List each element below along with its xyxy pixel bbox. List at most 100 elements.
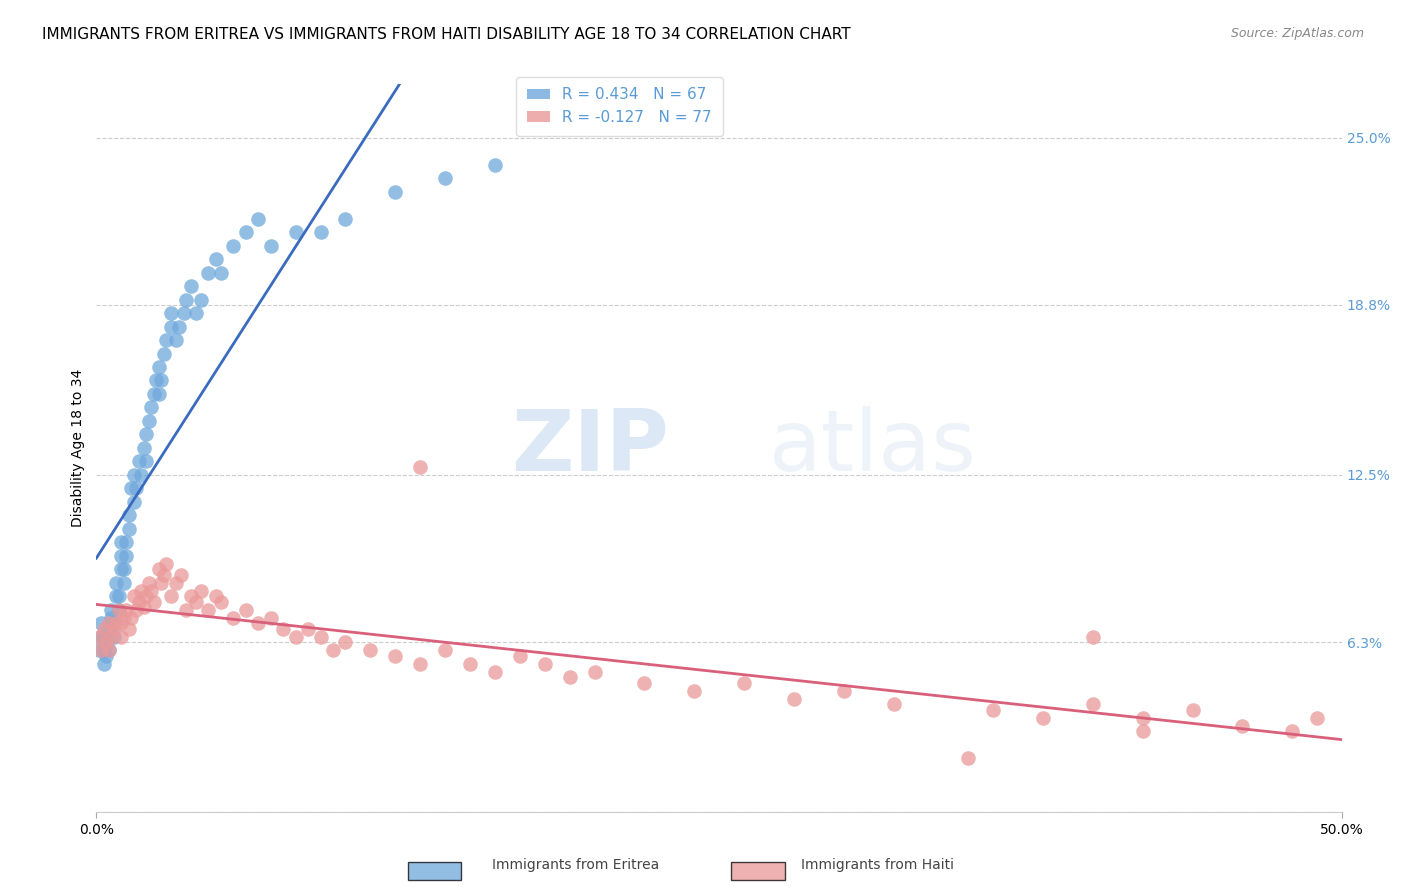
Point	[150, 576, 173, 591]
Point	[322, 643, 344, 657]
Point	[129, 584, 152, 599]
Point	[100, 603, 122, 617]
Point	[145, 374, 167, 388]
Point	[93, 622, 115, 636]
Point	[209, 595, 232, 609]
Point	[122, 467, 145, 482]
Legend:  R = 0.434   N = 67,  R = -0.127   N = 77: R = 0.434 N = 67, R = -0.127 N = 77	[516, 77, 723, 136]
Point	[105, 576, 128, 591]
Point	[981, 703, 1004, 717]
Point	[297, 622, 319, 636]
Point	[190, 293, 212, 307]
Point	[100, 611, 122, 625]
Point	[155, 333, 177, 347]
Point	[107, 603, 129, 617]
Point	[141, 584, 163, 599]
Point	[103, 622, 125, 636]
Point	[190, 584, 212, 599]
Point	[97, 643, 120, 657]
Point	[148, 359, 170, 374]
Point	[1132, 724, 1154, 739]
Point	[132, 600, 155, 615]
Point	[97, 616, 120, 631]
Point	[174, 603, 197, 617]
Point	[120, 482, 142, 496]
Point	[90, 643, 112, 657]
Point	[112, 576, 135, 591]
Point	[1081, 630, 1104, 644]
Point	[93, 630, 115, 644]
Point	[97, 622, 120, 636]
Point	[118, 508, 141, 523]
Point	[125, 603, 148, 617]
Point	[1032, 711, 1054, 725]
Point	[138, 414, 160, 428]
Point	[1281, 724, 1303, 739]
Point	[148, 387, 170, 401]
Point	[1306, 711, 1329, 725]
Point	[135, 590, 157, 604]
Point	[118, 522, 141, 536]
Point	[184, 306, 207, 320]
Point	[105, 590, 128, 604]
Text: atlas: atlas	[769, 407, 977, 490]
Point	[128, 454, 150, 468]
Text: ZIP: ZIP	[512, 407, 669, 490]
Point	[247, 616, 270, 631]
Point	[142, 595, 165, 609]
Point	[335, 635, 357, 649]
Point	[112, 611, 135, 625]
Point	[115, 535, 138, 549]
Point	[110, 630, 132, 644]
Point	[260, 238, 283, 252]
Point	[138, 576, 160, 591]
Point	[484, 157, 506, 171]
Point	[110, 616, 132, 631]
Point	[150, 374, 173, 388]
Point	[284, 225, 307, 239]
Point	[110, 549, 132, 563]
Point	[733, 676, 755, 690]
Point	[484, 665, 506, 679]
Point	[103, 616, 125, 631]
Point	[141, 401, 163, 415]
Point	[683, 684, 706, 698]
Point	[105, 616, 128, 631]
Point	[235, 225, 257, 239]
Point	[957, 751, 980, 765]
Point	[173, 306, 195, 320]
Point	[783, 692, 806, 706]
Point	[180, 279, 202, 293]
Text: Source: ZipAtlas.com: Source: ZipAtlas.com	[1230, 27, 1364, 40]
Point	[115, 549, 138, 563]
Y-axis label: Disability Age 18 to 34: Disability Age 18 to 34	[72, 369, 86, 527]
Point	[1181, 703, 1204, 717]
Point	[93, 643, 115, 657]
Point	[142, 387, 165, 401]
Point	[335, 211, 357, 226]
Point	[115, 603, 138, 617]
Point	[409, 459, 432, 474]
Point	[384, 648, 406, 663]
Point	[96, 635, 118, 649]
Point	[87, 630, 110, 644]
Point	[97, 643, 120, 657]
Point	[152, 346, 174, 360]
Point	[359, 643, 381, 657]
Point	[129, 467, 152, 482]
Point	[148, 562, 170, 576]
Point	[174, 293, 197, 307]
Point	[409, 657, 432, 671]
Point	[1132, 711, 1154, 725]
Point	[93, 657, 115, 671]
Point	[184, 595, 207, 609]
Point	[1232, 719, 1254, 733]
Point	[155, 557, 177, 571]
Point	[583, 665, 606, 679]
Point	[271, 622, 294, 636]
Point	[103, 630, 125, 644]
Point	[96, 635, 118, 649]
Point	[132, 441, 155, 455]
Point	[90, 630, 112, 644]
Point	[197, 266, 219, 280]
